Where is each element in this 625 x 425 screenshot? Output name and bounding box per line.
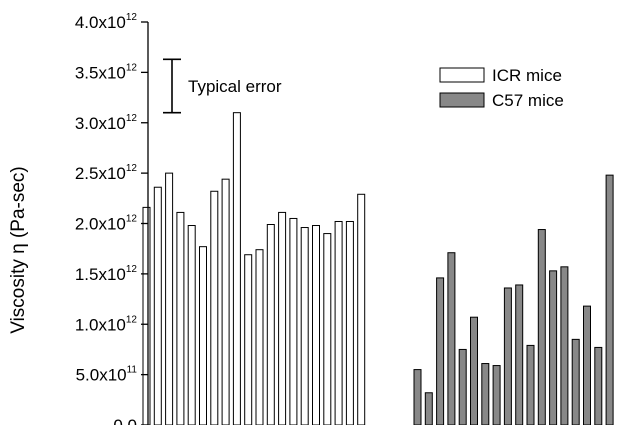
c57-bar [482,364,489,425]
c57-bar [425,393,432,425]
c57-bar [584,306,591,425]
y-tick-label: 2.0x1012 [75,214,138,234]
c57-bar [538,230,545,425]
icr-bar [335,221,342,425]
icr-bar [177,212,184,425]
icr-bar [346,221,353,425]
c57-bar [493,366,500,425]
icr-bar [166,173,173,425]
icr-bar [256,250,263,425]
legend: ICR mice C57 mice [440,66,564,110]
icr-bar [245,255,252,425]
c57-bar [471,317,478,425]
icr-bar [233,113,240,425]
icr-bar [279,212,286,425]
icr-bar [358,194,365,425]
c57-bar [459,349,466,425]
c57-bar [561,267,568,425]
icr-bar [267,225,274,425]
legend-swatch-c57 [440,93,484,107]
legend-swatch-icr [440,68,484,82]
y-tick-label: 1.5x1012 [75,264,138,284]
c57-bar [437,278,444,425]
c57-bar [527,345,534,425]
icr-bar [154,187,161,425]
c57-bar [606,175,613,425]
icr-bar [313,226,320,425]
c57-bar [414,370,421,425]
y-axis-title: Viscosity η (Pa-sec) [8,166,29,334]
legend-label-c57: C57 mice [492,91,564,110]
icr-bar [143,207,150,425]
c57-bar [448,253,455,425]
y-tick-label: 5.0x1011 [76,365,138,385]
icr-bar [290,218,297,425]
y-tick-label: 3.0x1012 [75,113,138,133]
c57-bar [550,271,557,425]
y-tick-label: 0.0 [113,416,137,425]
y-tick-label: 2.5x1012 [75,163,138,183]
icr-bar [188,226,195,425]
legend-label-icr: ICR mice [492,66,562,85]
c57-bar [572,339,579,425]
icr-bar [301,228,308,425]
icr-bar [324,234,331,425]
bars-layer [143,113,613,425]
y-tick-label: 1.0x1012 [75,314,138,334]
typical-error-annotation: Typical error [163,59,282,112]
icr-bar [222,179,229,425]
c57-bar [516,285,523,425]
c57-bar [595,347,602,425]
y-tick-label: 4.0x1012 [75,12,138,32]
y-tick-label: 3.5x1012 [75,62,138,82]
icr-bar [200,247,207,425]
y-ticks: 0.0 5.0x1011 1.0x1012 1.5x1012 2.0x1012 2.5x1… [75,12,148,425]
typical-error-label: Typical error [188,77,282,96]
c57-bar [504,288,511,425]
icr-bar [211,191,218,425]
